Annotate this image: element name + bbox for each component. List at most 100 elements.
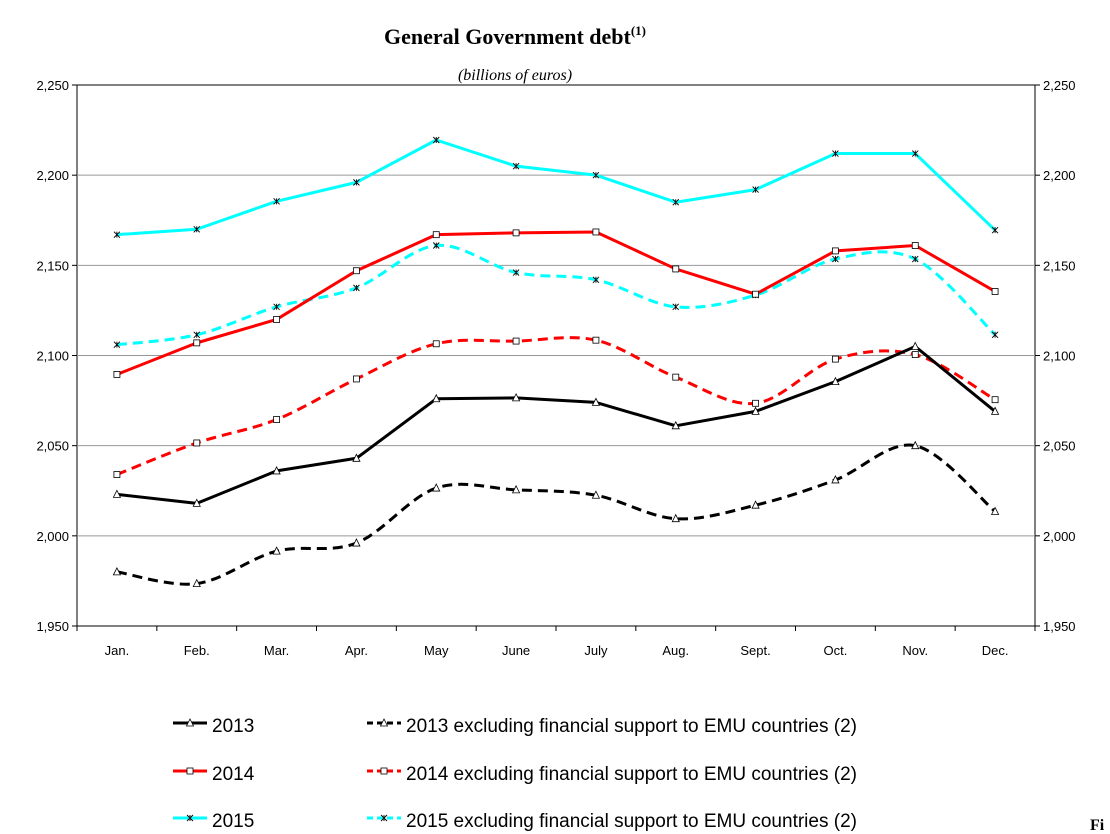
data-point [192, 498, 201, 507]
data-point [512, 229, 520, 237]
data-point [512, 162, 520, 170]
data-point [831, 475, 840, 484]
legend-item: 2015 [173, 811, 254, 832]
legend-item: 2013 excluding financial support to EMU … [367, 716, 857, 737]
data-point [272, 546, 281, 555]
legend-marker [186, 814, 194, 822]
data-point [432, 136, 440, 144]
data-point [752, 290, 759, 298]
chart-subtitle: (billions of euros) [458, 67, 572, 84]
series-3 [113, 336, 999, 478]
data-point [592, 228, 600, 236]
data-point [113, 341, 121, 348]
x-axis: Jan. Feb. Mar. Apr. May June July Aug. Sept. Oct.… [76, 626, 1036, 658]
svg-text:General Government debt(1): General Government debt(1) [384, 23, 646, 49]
y-tick-label-right: 2,250 [1043, 78, 1076, 93]
data-point [512, 269, 520, 276]
data-point [193, 339, 201, 347]
x-tick-label: Mar. [264, 643, 289, 658]
data-point [832, 255, 839, 263]
data-point [511, 484, 521, 494]
gridlines [77, 174, 1035, 537]
data-point [353, 284, 360, 292]
data-point [432, 340, 440, 348]
data-point [911, 150, 919, 157]
y-tick-label-right: 2,150 [1043, 258, 1076, 273]
x-tick-label: Dec. [982, 643, 1009, 658]
data-point [592, 276, 600, 284]
data-point [672, 265, 680, 273]
data-point [511, 392, 521, 402]
x-tick-label: Jan. [105, 643, 130, 658]
data-point [272, 466, 281, 475]
y-tick-label-right: 1,950 [1043, 619, 1076, 634]
data-point [352, 538, 361, 547]
data-point [752, 399, 759, 407]
legend-marker [185, 718, 195, 727]
x-tick-label: Sept. [740, 643, 770, 658]
data-point [353, 375, 360, 383]
data-point [751, 406, 760, 415]
x-tick-label: Feb. [184, 643, 210, 658]
data-point [672, 303, 680, 311]
data-point [432, 242, 440, 249]
y-tick-label: 1,950 [36, 619, 69, 634]
series-line-4 [116, 138, 997, 237]
legend-label: 2015 [212, 811, 254, 832]
data-point [192, 578, 201, 588]
data-point [831, 376, 840, 386]
data-point [353, 267, 360, 275]
legend-item: 2014 [173, 764, 255, 785]
data-point [273, 303, 280, 311]
data-point [592, 336, 600, 344]
y-tick-label: 2,250 [36, 78, 69, 93]
data-point [991, 396, 999, 404]
series-layer [112, 136, 1000, 588]
data-point [273, 316, 280, 323]
x-tick-label: Apr. [345, 643, 368, 658]
y-tick-label: 2,100 [36, 349, 69, 364]
data-point [112, 567, 122, 576]
data-point [671, 420, 680, 430]
series-line-3 [116, 336, 996, 476]
series-2 [113, 228, 999, 378]
legend-marker [380, 767, 388, 775]
data-point [991, 288, 999, 295]
data-point [672, 198, 680, 206]
data-point [832, 355, 839, 363]
data-point [991, 226, 999, 234]
data-point [911, 242, 919, 249]
series-0 [112, 341, 1000, 507]
y-tick-label: 2,150 [36, 258, 69, 273]
data-point [432, 393, 441, 403]
data-point [591, 397, 601, 406]
y-tick-label-right: 2,050 [1043, 439, 1076, 454]
chart-title-text: General Government debt [384, 24, 632, 49]
legend-marker [379, 718, 389, 727]
data-point [352, 453, 361, 462]
data-point [592, 171, 600, 179]
data-point [990, 406, 1000, 415]
legend-marker [186, 767, 194, 775]
y-tick-label: 2,000 [36, 529, 69, 544]
data-point [911, 440, 920, 450]
legend-label: 2014 excluding financial support to EMU … [406, 764, 857, 785]
data-point [752, 186, 759, 193]
data-point [112, 489, 122, 498]
y-tick-label-right: 2,100 [1043, 349, 1076, 364]
data-point [193, 439, 201, 447]
data-point [672, 373, 680, 381]
legend-label: 2013 excluding financial support to EMU … [406, 716, 857, 737]
data-point [832, 150, 839, 157]
data-point [193, 331, 201, 339]
data-point [911, 351, 919, 358]
data-point [113, 231, 121, 238]
data-point [991, 331, 999, 339]
legend-item: 2013 [173, 716, 254, 737]
chart-title: General Government debt(1) [384, 23, 646, 49]
chart-title-superscript: (1) [631, 23, 646, 38]
series-4 [113, 136, 999, 238]
x-tick-label: May [424, 643, 449, 658]
data-point [832, 247, 839, 255]
